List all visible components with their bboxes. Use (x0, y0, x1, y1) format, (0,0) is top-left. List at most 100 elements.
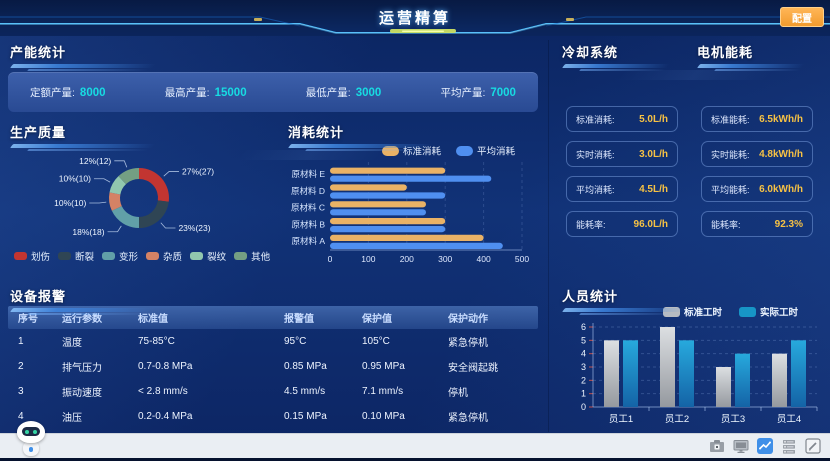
legend-swatch (58, 252, 72, 260)
bar-group: 员工4 (772, 340, 806, 425)
legend-swatch (146, 252, 160, 260)
stat-box: 标准消耗: 5.0L/h (566, 106, 678, 132)
legend-swatch (190, 252, 204, 260)
stat-box: 能耗率: 92.3% (701, 211, 813, 237)
donut-label: 18%(18) (72, 227, 104, 237)
bar-group: 原材料 B (291, 218, 446, 233)
legend-label: 杂质 (163, 252, 183, 263)
robot-eye (33, 430, 37, 434)
quality-donut-chart: 27%(27) 23%(23) 18%(18) 10%(10) 10%(10) 12%(1… (54, 156, 214, 237)
legend-item[interactable]: 其他 (234, 249, 270, 263)
stat-box-value: 5.0L/h (639, 113, 668, 125)
legend-item[interactable]: 断裂 (58, 249, 94, 263)
title-underline (562, 64, 676, 68)
list-icon[interactable] (780, 437, 798, 455)
table-header-cell: 保护值 (362, 314, 392, 325)
table-cell: 温度 (62, 338, 82, 349)
display-icon[interactable] (732, 437, 750, 455)
stat-box-value: 6.5kWh/h (759, 113, 803, 125)
stat-value: 8000 (79, 86, 106, 99)
title-underline (579, 313, 681, 315)
table-cell: 0.85 MPa (284, 361, 327, 372)
legend-item[interactable]: 杂质 (146, 249, 182, 263)
legend-item[interactable]: 变形 (102, 249, 138, 263)
table-cell: 4 (18, 411, 24, 422)
category-label: 原材料 B (291, 219, 325, 229)
x-tick-label: 300 (438, 254, 452, 264)
y-tick-label: 3 (581, 362, 586, 372)
stat-box: 平均消耗: 4.5L/h (566, 176, 678, 202)
section-title-personnel: 人员统计 (562, 286, 696, 315)
capacity-stat: 最高产量: 15000 (165, 85, 247, 100)
title-underline (10, 308, 164, 312)
y-tick-label: 1 (581, 389, 586, 399)
table-cell: 2 (18, 361, 24, 372)
capacity-title-text: 产能统计 (10, 45, 67, 60)
table-row: 4 油压 0.2-0.4 MPa 0.15 MPa 0.10 MPa 紧急停机 (8, 404, 538, 429)
legend-swatch (234, 252, 248, 260)
category-label: 员工3 (721, 414, 745, 425)
stat-box: 实时能耗: 4.8kWh/h (701, 141, 813, 167)
header-decoration (0, 16, 830, 36)
category-label: 原材料 D (291, 186, 325, 196)
table-cell: 安全阀起跳 (448, 363, 498, 374)
table-cell: 油压 (62, 413, 82, 424)
stat-box-label: 实时消耗: (576, 149, 615, 160)
chart-legend-item[interactable]: 标准消耗 (382, 146, 442, 158)
title-underline (10, 144, 164, 148)
table-cell: 振动速度 (62, 388, 102, 399)
camera-icon[interactable] (708, 437, 726, 455)
x-tick-label: 0 (328, 254, 333, 264)
alarm-table: 序号 运行参数 标准值 报警值 保护值 保护动作 1 温度 75-85°C 95°C 105°C 紧急… (8, 306, 538, 429)
legend-label: 变形 (119, 252, 139, 263)
header-bar: 运营精算 配置 (0, 0, 830, 36)
stat-box-label: 能耗率: (576, 219, 606, 230)
chart-legend-item[interactable]: 平均消耗 (456, 146, 516, 158)
section-title-cooling: 冷却系统 (562, 42, 676, 71)
legend-item[interactable]: 裂纹 (190, 249, 226, 263)
donut-label: 27%(27) (182, 167, 214, 177)
capacity-stat: 最低产量: 3000 (306, 85, 382, 100)
category-label: 原材料 E (291, 169, 325, 179)
robot-eye (25, 430, 29, 434)
legend-item[interactable]: 划伤 (14, 249, 50, 263)
title-underline (27, 313, 149, 315)
personnel-title-text: 人员统计 (562, 289, 619, 304)
table-cell: 75-85°C (138, 336, 175, 347)
title-underline (714, 69, 801, 71)
stat-box-label: 能耗率: (711, 219, 741, 230)
title-underline (697, 64, 811, 68)
legend-label: 断裂 (75, 252, 95, 263)
table-cell: 排气压力 (62, 363, 102, 374)
bottom-strip (0, 458, 830, 461)
legend-label: 实际工时 (760, 307, 799, 319)
edit-icon[interactable] (804, 437, 822, 455)
stat-box-label: 实时能耗: (711, 149, 750, 160)
title-underline (27, 149, 149, 151)
config-button[interactable]: 配置 (780, 7, 824, 27)
consumption-title-text: 消耗统计 (288, 125, 345, 140)
quality-title-text: 生产质量 (10, 125, 67, 140)
bar-group: 员工1 (604, 340, 638, 425)
chart-app-icon[interactable] (756, 437, 774, 455)
legend-label: 划伤 (31, 252, 51, 263)
table-header-cell: 保护动作 (448, 314, 488, 325)
table-cell: 95°C (284, 336, 307, 347)
bar-group: 原材料 C (291, 201, 426, 216)
stat-box-value: 4.8kWh/h (759, 148, 803, 160)
legend-swatch (14, 252, 27, 260)
chart-legend-item[interactable]: 实际工时 (739, 307, 799, 319)
stat-box-label: 平均消耗: (576, 184, 615, 195)
table-cell: < 2.8 mm/s (138, 386, 188, 397)
y-tick-label: 2 (581, 375, 586, 385)
y-tick-label: 0 (581, 402, 586, 412)
title-underline (10, 64, 164, 68)
assistant-robot-icon[interactable] (14, 421, 54, 461)
y-tick-label: 6 (581, 322, 586, 332)
stat-value: 15000 (214, 86, 247, 99)
capacity-stat: 平均产量: 7000 (440, 85, 516, 100)
category-label: 员工1 (609, 414, 633, 425)
table-cell: 停机 (448, 388, 468, 399)
light-streak (615, 70, 775, 80)
